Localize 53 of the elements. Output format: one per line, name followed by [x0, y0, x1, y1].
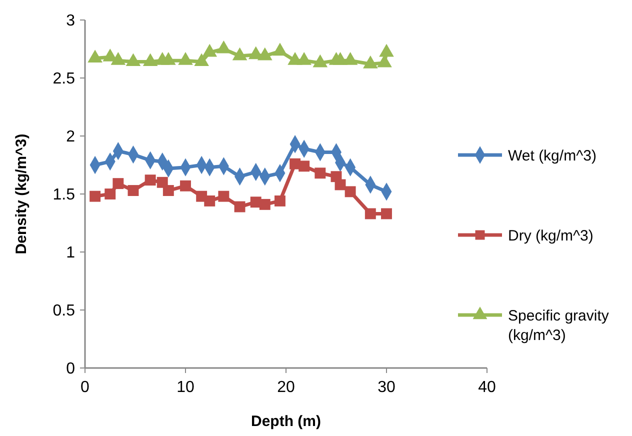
point — [363, 56, 378, 68]
x-axis-title: Depth (m) — [251, 413, 321, 430]
point — [204, 195, 216, 206]
x-tick-label: 0 — [80, 379, 90, 396]
x-tick-label: 40 — [478, 379, 496, 396]
legend-label: Specific gravity (kg/m^3) — [508, 307, 610, 344]
point — [194, 53, 209, 66]
point — [312, 54, 328, 68]
point — [232, 47, 248, 60]
y-axis-title: Density (kg/m^3) — [13, 134, 30, 254]
x-tick-label: 30 — [378, 379, 396, 396]
point — [296, 52, 312, 65]
point — [112, 178, 124, 190]
point — [364, 208, 376, 220]
point — [334, 179, 346, 190]
point — [128, 185, 139, 196]
point — [144, 174, 156, 186]
point — [126, 53, 141, 66]
y-tick-label: 0.5 — [52, 302, 76, 320]
point — [332, 52, 348, 65]
point — [342, 52, 358, 65]
point — [257, 47, 272, 60]
point — [90, 190, 101, 202]
point — [298, 160, 310, 172]
legend-label: Wet (kg/m^3) — [508, 147, 596, 164]
point — [314, 168, 326, 179]
point — [216, 40, 232, 54]
x-tick-label: 20 — [277, 379, 295, 396]
y-tick-label: 0 — [66, 360, 76, 378]
point — [259, 198, 270, 210]
y-tick-label: 2 — [66, 128, 76, 146]
y-tick-label: 1 — [66, 244, 76, 262]
point — [88, 50, 102, 63]
point — [381, 208, 392, 220]
y-tick-label: 2.5 — [52, 70, 76, 88]
point — [202, 44, 218, 57]
point — [344, 186, 356, 198]
legend-label: Dry (kg/m^3) — [508, 227, 594, 244]
point — [178, 52, 193, 65]
point — [218, 190, 230, 202]
point — [110, 52, 126, 65]
point — [142, 53, 158, 66]
y-tick-label: 1.5 — [52, 186, 76, 204]
point — [104, 188, 116, 200]
point — [180, 180, 191, 192]
y-tick-label: 3 — [66, 12, 76, 30]
point — [234, 201, 246, 212]
point — [161, 52, 176, 65]
point — [272, 42, 288, 56]
point — [162, 185, 174, 196]
point — [274, 195, 286, 206]
x-tick-label: 10 — [176, 379, 194, 396]
point — [379, 44, 394, 57]
